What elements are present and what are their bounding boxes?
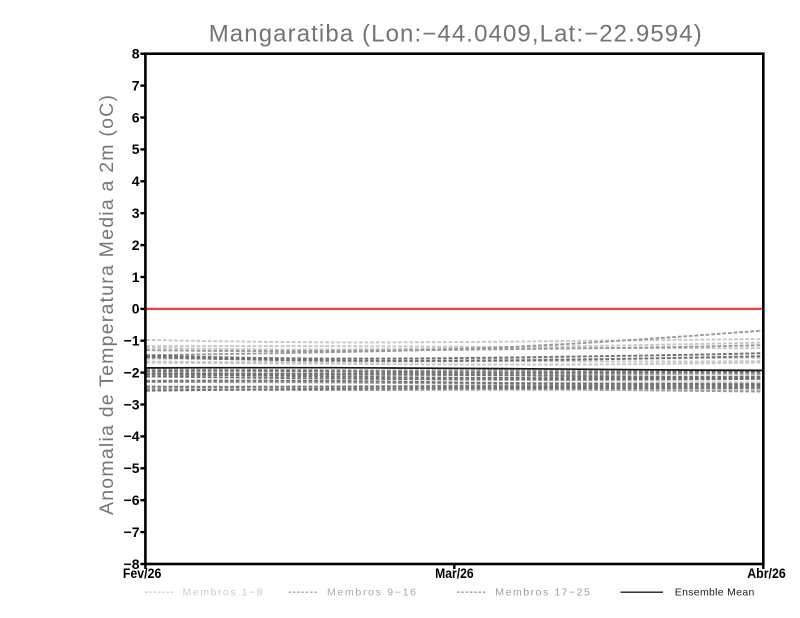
svg-text:0: 0 xyxy=(132,301,140,317)
svg-text:Ensemble Mean: Ensemble Mean xyxy=(675,587,755,599)
svg-text:−4: −4 xyxy=(124,428,140,444)
svg-text:Mangaratiba (Lon:−44.0409,Lat:: Mangaratiba (Lon:−44.0409,Lat:−22.9594) xyxy=(209,21,702,48)
svg-text:Membros 9−16: Membros 9−16 xyxy=(327,587,416,599)
svg-text:3: 3 xyxy=(132,205,140,221)
svg-text:Membros 1−8: Membros 1−8 xyxy=(183,587,263,599)
svg-text:−8: −8 xyxy=(124,556,140,572)
svg-text:8: 8 xyxy=(132,46,140,62)
svg-text:7: 7 xyxy=(132,77,140,93)
svg-text:6: 6 xyxy=(132,109,140,125)
svg-text:Fev/26: Fev/26 xyxy=(123,566,162,581)
svg-text:−2: −2 xyxy=(124,364,140,380)
svg-text:−6: −6 xyxy=(124,492,140,508)
svg-text:−5: −5 xyxy=(124,460,140,476)
svg-text:1: 1 xyxy=(132,269,140,285)
svg-text:Mar/26: Mar/26 xyxy=(435,566,474,581)
svg-text:Abr/26: Abr/26 xyxy=(747,566,786,581)
svg-text:5: 5 xyxy=(132,141,140,157)
svg-text:2: 2 xyxy=(132,237,140,253)
svg-text:Membros 17−25: Membros 17−25 xyxy=(495,587,590,599)
svg-text:Anomalia de Temperatura Media: Anomalia de Temperatura Media a 2m (oC) xyxy=(96,95,118,515)
svg-text:4: 4 xyxy=(132,173,140,189)
svg-text:−1: −1 xyxy=(124,333,140,349)
svg-text:−7: −7 xyxy=(124,524,140,540)
svg-text:−3: −3 xyxy=(124,396,140,412)
